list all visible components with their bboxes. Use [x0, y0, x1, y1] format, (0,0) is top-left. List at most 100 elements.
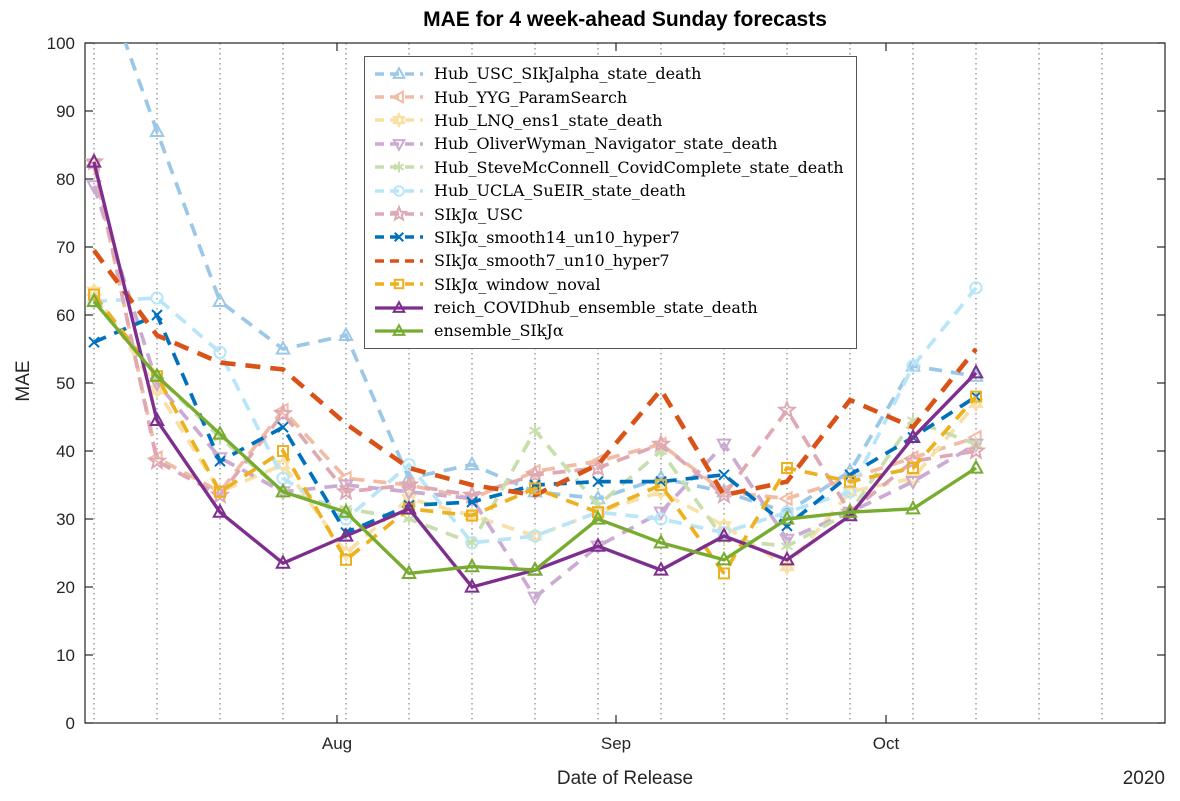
marker-pentagram	[587, 457, 609, 477]
gridlines	[93, 43, 1103, 723]
marker-x	[592, 475, 604, 488]
marker-hexagram	[842, 482, 858, 497]
marker-square	[393, 278, 405, 290]
marker-asterisk	[402, 514, 416, 524]
y-tick-label: 0	[66, 714, 75, 733]
marker-square	[655, 479, 667, 491]
marker-triangle-up	[653, 561, 669, 576]
marker-x	[394, 232, 404, 243]
marker-pentagram	[272, 402, 294, 423]
series-line-5	[93, 286, 978, 545]
marker-hexagram	[392, 116, 406, 129]
marker-x	[718, 469, 730, 481]
marker-asterisk	[906, 416, 920, 425]
marker-square	[529, 482, 541, 495]
legend-item-4: Hub_SteveMcConnell_CovidComplete_state_d…	[373, 156, 844, 179]
legend-label: SIkJα_USC	[434, 204, 523, 224]
marker-circle	[969, 281, 983, 295]
marker-triangle-up	[464, 578, 480, 593]
marker-square	[781, 462, 793, 474]
legend-swatch	[375, 278, 423, 290]
y-tick-label: 100	[47, 34, 75, 53]
legend-swatch	[375, 259, 423, 263]
legend-label: SIkJα_window_noval	[434, 274, 601, 294]
x-tick-label: Oct	[873, 734, 900, 753]
legend-label: Hub_OliverWyman_Navigator_state_death	[434, 134, 778, 154]
series-line-8	[92, 249, 978, 498]
marker-asterisk	[528, 426, 542, 435]
marker-x	[466, 496, 478, 508]
marker-pentagram	[524, 463, 546, 484]
marker-hexagram	[392, 112, 406, 125]
legend-swatch	[375, 138, 423, 152]
x-tick-label: Aug	[322, 734, 352, 753]
marker-triangle-up	[338, 503, 354, 518]
legend-label: SIkJα_smooth7_un10_hyper7	[434, 251, 670, 271]
legend-item-5: Hub_UCLA_SuEIR_state_death	[373, 179, 844, 202]
marker-triangle-up	[968, 363, 984, 379]
legend-swatch	[375, 90, 423, 105]
marker-square	[277, 445, 289, 457]
legend-label: ensemble_SIkJα	[434, 321, 564, 341]
y-axis-label: MAE	[13, 360, 34, 402]
series-markers-10	[86, 153, 984, 593]
marker-pentagram	[389, 204, 409, 222]
series-line-3	[92, 185, 977, 600]
y-tick-label: 70	[56, 238, 75, 257]
y-tick-label: 80	[56, 170, 75, 189]
marker-hexagram	[401, 494, 417, 508]
marker-triangle-up	[779, 510, 795, 525]
marker-circle	[402, 458, 416, 472]
legend-item-6: SIkJα_USC	[373, 202, 844, 225]
marker-triangle-up	[590, 537, 606, 552]
series-markers-2	[86, 282, 984, 576]
legend-swatch	[375, 299, 423, 313]
marker-pentagram	[461, 484, 483, 504]
legend-item-10: reich_COVIDhub_ensemble_state_death	[373, 296, 844, 319]
marker-triangle-down	[401, 486, 417, 501]
marker-triangle-up	[464, 557, 480, 573]
legend-item-11: ensemble_SIkJα	[373, 319, 844, 342]
marker-hexagram	[149, 385, 165, 399]
marker-triangle-up	[392, 323, 406, 336]
marker-x	[781, 520, 793, 532]
series-line-1	[92, 165, 977, 501]
legend-swatch	[375, 112, 423, 129]
marker-circle	[213, 345, 227, 359]
x-axis: Aug Sep Oct	[322, 43, 900, 753]
marker-asterisk	[780, 542, 794, 551]
x-tick-label: Sep	[601, 734, 631, 753]
marker-triangle-up	[392, 299, 406, 313]
marker-triangle-down	[779, 533, 795, 549]
marker-triangle-up	[275, 340, 291, 355]
marker-triangle-up	[464, 455, 480, 471]
legend-label: reich_COVIDhub_ensemble_state_death	[434, 298, 758, 318]
x-axis-label: Date of Release	[556, 768, 694, 789]
legend-item-9: SIkJα_window_noval	[373, 273, 844, 296]
marker-pentagram	[335, 480, 357, 501]
legend-label: Hub_SteveMcConnell_CovidComplete_state_d…	[434, 157, 844, 177]
marker-triangle-up	[527, 561, 543, 576]
marker-triangle-down	[905, 476, 921, 491]
legend-label: Hub_USC_SIkJalpha_state_death	[434, 64, 702, 84]
marker-circle	[465, 536, 479, 550]
series-group	[85, 43, 987, 607]
legend: Hub_USC_SIkJalpha_state_death Hub_YYG_Par…	[364, 56, 857, 349]
x-axis-year-label: 2020	[1122, 768, 1165, 789]
marker-square	[718, 567, 730, 580]
y-tick-label: 50	[56, 374, 75, 393]
legend-item-2: Hub_LNQ_ens1_state_death	[373, 109, 844, 132]
marker-triangle-up	[905, 428, 921, 443]
marker-triangle-up	[392, 65, 406, 79]
marker-triangle-up	[212, 425, 228, 440]
marker-square	[844, 475, 856, 488]
marker-pentagram	[902, 450, 924, 470]
marker-circle	[393, 184, 405, 197]
marker-x	[88, 336, 100, 348]
series-line-2	[92, 290, 978, 570]
marker-circle	[906, 359, 920, 373]
chart-title: MAE for 4 week-ahead Sunday forecasts	[423, 8, 827, 31]
marker-hexagram	[653, 487, 669, 501]
